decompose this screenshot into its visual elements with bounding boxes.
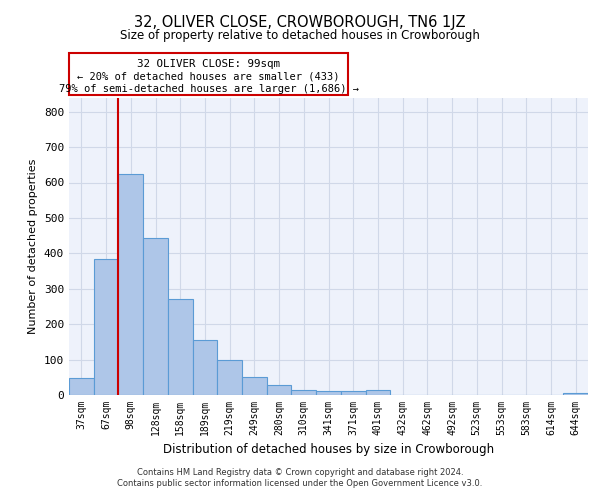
Bar <box>69 378 94 395</box>
Text: 32 OLIVER CLOSE: 99sqm: 32 OLIVER CLOSE: 99sqm <box>137 58 280 68</box>
Bar <box>292 390 316 395</box>
Bar <box>94 260 118 395</box>
Text: Size of property relative to detached houses in Crowborough: Size of property relative to detached ho… <box>120 29 480 42</box>
Bar <box>563 392 588 395</box>
Bar <box>217 360 242 395</box>
Text: Contains HM Land Registry data © Crown copyright and database right 2024.
Contai: Contains HM Land Registry data © Crown c… <box>118 468 482 487</box>
Bar <box>118 174 143 395</box>
Bar <box>242 376 267 395</box>
Bar <box>316 392 341 395</box>
Bar <box>267 386 292 395</box>
Text: 79% of semi-detached houses are larger (1,686) →: 79% of semi-detached houses are larger (… <box>59 84 359 94</box>
X-axis label: Distribution of detached houses by size in Crowborough: Distribution of detached houses by size … <box>163 444 494 456</box>
Bar <box>168 300 193 395</box>
Bar <box>365 390 390 395</box>
Y-axis label: Number of detached properties: Number of detached properties <box>28 158 38 334</box>
Text: 32, OLIVER CLOSE, CROWBOROUGH, TN6 1JZ: 32, OLIVER CLOSE, CROWBOROUGH, TN6 1JZ <box>134 15 466 30</box>
Text: ← 20% of detached houses are smaller (433): ← 20% of detached houses are smaller (43… <box>77 72 340 82</box>
Bar <box>341 392 365 395</box>
Bar <box>193 340 217 395</box>
Bar <box>143 238 168 395</box>
